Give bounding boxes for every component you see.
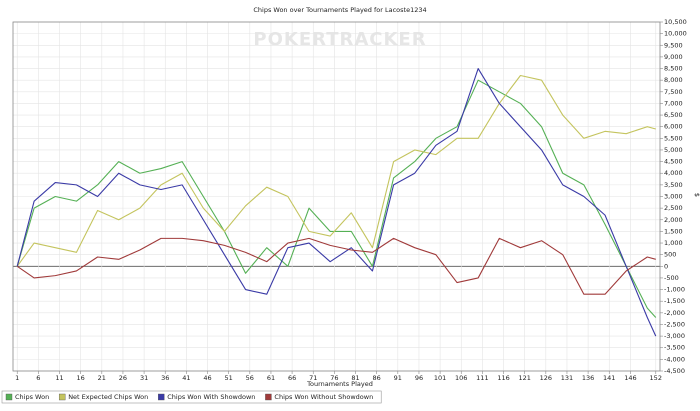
series-line bbox=[16, 79, 657, 318]
x-tick-label: 36 bbox=[161, 374, 169, 382]
x-tick-label: 26 bbox=[119, 374, 127, 382]
series-line bbox=[16, 237, 656, 295]
legend-item: Net Expected Chips Won bbox=[58, 393, 148, 401]
x-tick-label: 96 bbox=[415, 374, 423, 382]
y-tick-label: 6,500 bbox=[664, 111, 683, 119]
y-tick-label: 10,000 bbox=[664, 30, 687, 38]
y-tick-label: 1,000 bbox=[664, 239, 683, 247]
y-tick-label: 5,000 bbox=[664, 146, 683, 154]
x-tick-label: 86 bbox=[373, 374, 381, 382]
y-tick-label: 7,000 bbox=[664, 99, 683, 107]
x-tick-label: 152 bbox=[650, 374, 662, 382]
x-tick-label: 111 bbox=[476, 374, 488, 382]
y-tick-label: 9,500 bbox=[664, 41, 683, 49]
legend-label: Net Expected Chips Won bbox=[68, 393, 148, 401]
x-tick-label: 51 bbox=[225, 374, 233, 382]
y-tick-label: -500 bbox=[664, 274, 679, 282]
y-tick-label: 4,500 bbox=[664, 158, 683, 166]
legend-label: Chips Won Without Showdown bbox=[274, 393, 373, 401]
chart-title: Chips Won over Tournaments Played for La… bbox=[253, 6, 426, 14]
y-tick-label: 0 bbox=[664, 262, 668, 270]
series-line bbox=[16, 67, 657, 337]
y-tick-label: 3,000 bbox=[664, 193, 683, 201]
legend-item: Chips Won Without Showdown bbox=[265, 393, 373, 401]
x-tick-label: 31 bbox=[140, 374, 148, 382]
y-tick-label: -1,000 bbox=[664, 286, 685, 294]
legend-swatch bbox=[58, 393, 66, 401]
x-tick-label: 76 bbox=[330, 374, 338, 382]
x-tick-label: 101 bbox=[434, 374, 446, 382]
y-tick-label: 9,000 bbox=[664, 53, 683, 61]
x-tick-label: 56 bbox=[246, 374, 254, 382]
x-tick-label: 106 bbox=[455, 374, 467, 382]
y-tick-label: 500 bbox=[664, 251, 676, 259]
x-tick-label: 61 bbox=[267, 374, 275, 382]
x-tick-label: 16 bbox=[77, 374, 85, 382]
x-tick-label: 141 bbox=[603, 374, 615, 382]
plot bbox=[16, 67, 657, 337]
y-tick-label: -1,500 bbox=[664, 297, 685, 305]
x-tick-label: 131 bbox=[561, 374, 573, 382]
series-line bbox=[16, 74, 656, 267]
legend-label: Chips Won bbox=[15, 393, 49, 401]
y-tick-label: 5,500 bbox=[664, 134, 683, 142]
x-tick-label: 71 bbox=[309, 374, 317, 382]
legend-item: Chips Won With Showdown bbox=[158, 393, 255, 401]
x-axis-title: Tournaments Played bbox=[306, 380, 373, 388]
x-tick-label: 41 bbox=[182, 374, 190, 382]
legend-swatch bbox=[265, 393, 272, 401]
watermark: POKERTRACKER bbox=[253, 29, 426, 50]
x-tick-label: 66 bbox=[288, 374, 296, 382]
x-tick-label: 116 bbox=[497, 374, 509, 382]
x-tick-label: 6 bbox=[36, 374, 40, 382]
legend-item: Chips Won bbox=[5, 393, 49, 401]
y-tick-label: 7,500 bbox=[664, 88, 683, 96]
legend-swatch bbox=[158, 393, 165, 401]
x-tick-label: 136 bbox=[582, 374, 594, 382]
legend-frame bbox=[1, 390, 382, 404]
x-tick-label: 91 bbox=[394, 374, 402, 382]
y-tick-label: 2,000 bbox=[664, 216, 683, 224]
x-tick-label: 81 bbox=[351, 374, 359, 382]
y-tick-label: 1,500 bbox=[664, 227, 683, 235]
x-tick-label: 121 bbox=[518, 374, 530, 382]
x-tick-label: 11 bbox=[55, 374, 63, 382]
y-tick-label: -4,500 bbox=[664, 367, 685, 375]
x-tick-label: 126 bbox=[540, 374, 552, 382]
y-tick-label: 2,500 bbox=[664, 204, 683, 212]
y-tick-label: -2,500 bbox=[664, 320, 685, 328]
y-tick-label: -2,000 bbox=[664, 309, 685, 317]
x-tick-label: 146 bbox=[624, 374, 636, 382]
y-tick-label: -3,500 bbox=[664, 344, 685, 352]
x-tick-label: 46 bbox=[203, 374, 211, 382]
y-tick-label: 3,500 bbox=[664, 181, 683, 189]
x-tick-label: 1 bbox=[15, 374, 19, 382]
y-tick-label: 10,500 bbox=[664, 18, 687, 26]
y-tick-label: 8,500 bbox=[664, 65, 683, 73]
y-tick-label: -4,000 bbox=[664, 355, 685, 363]
legend-swatch bbox=[5, 393, 13, 401]
legend-label: Chips Won With Showdown bbox=[167, 393, 255, 401]
y-tick-label: 8,000 bbox=[664, 76, 683, 84]
y-tick-label: 6,000 bbox=[664, 123, 683, 131]
y-axis-title: $ bbox=[693, 193, 700, 197]
y-tick-label: -3,000 bbox=[664, 332, 685, 340]
x-tick-label: 21 bbox=[98, 374, 106, 382]
y-tick-label: 4,000 bbox=[664, 169, 683, 177]
grid bbox=[13, 21, 660, 372]
